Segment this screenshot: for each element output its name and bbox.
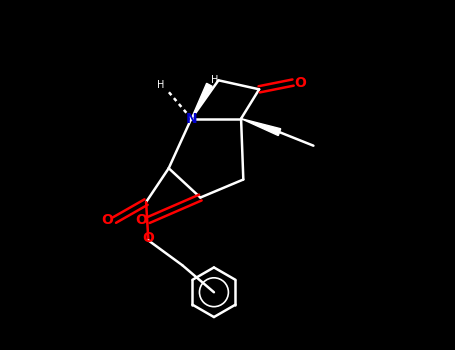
Text: O: O <box>142 231 154 245</box>
Text: N: N <box>186 112 197 126</box>
Text: O: O <box>102 213 114 227</box>
Text: H: H <box>157 80 165 90</box>
Polygon shape <box>241 119 281 135</box>
Text: H: H <box>211 75 218 85</box>
Text: O: O <box>136 213 147 227</box>
Polygon shape <box>191 83 212 119</box>
Text: O: O <box>294 76 306 90</box>
